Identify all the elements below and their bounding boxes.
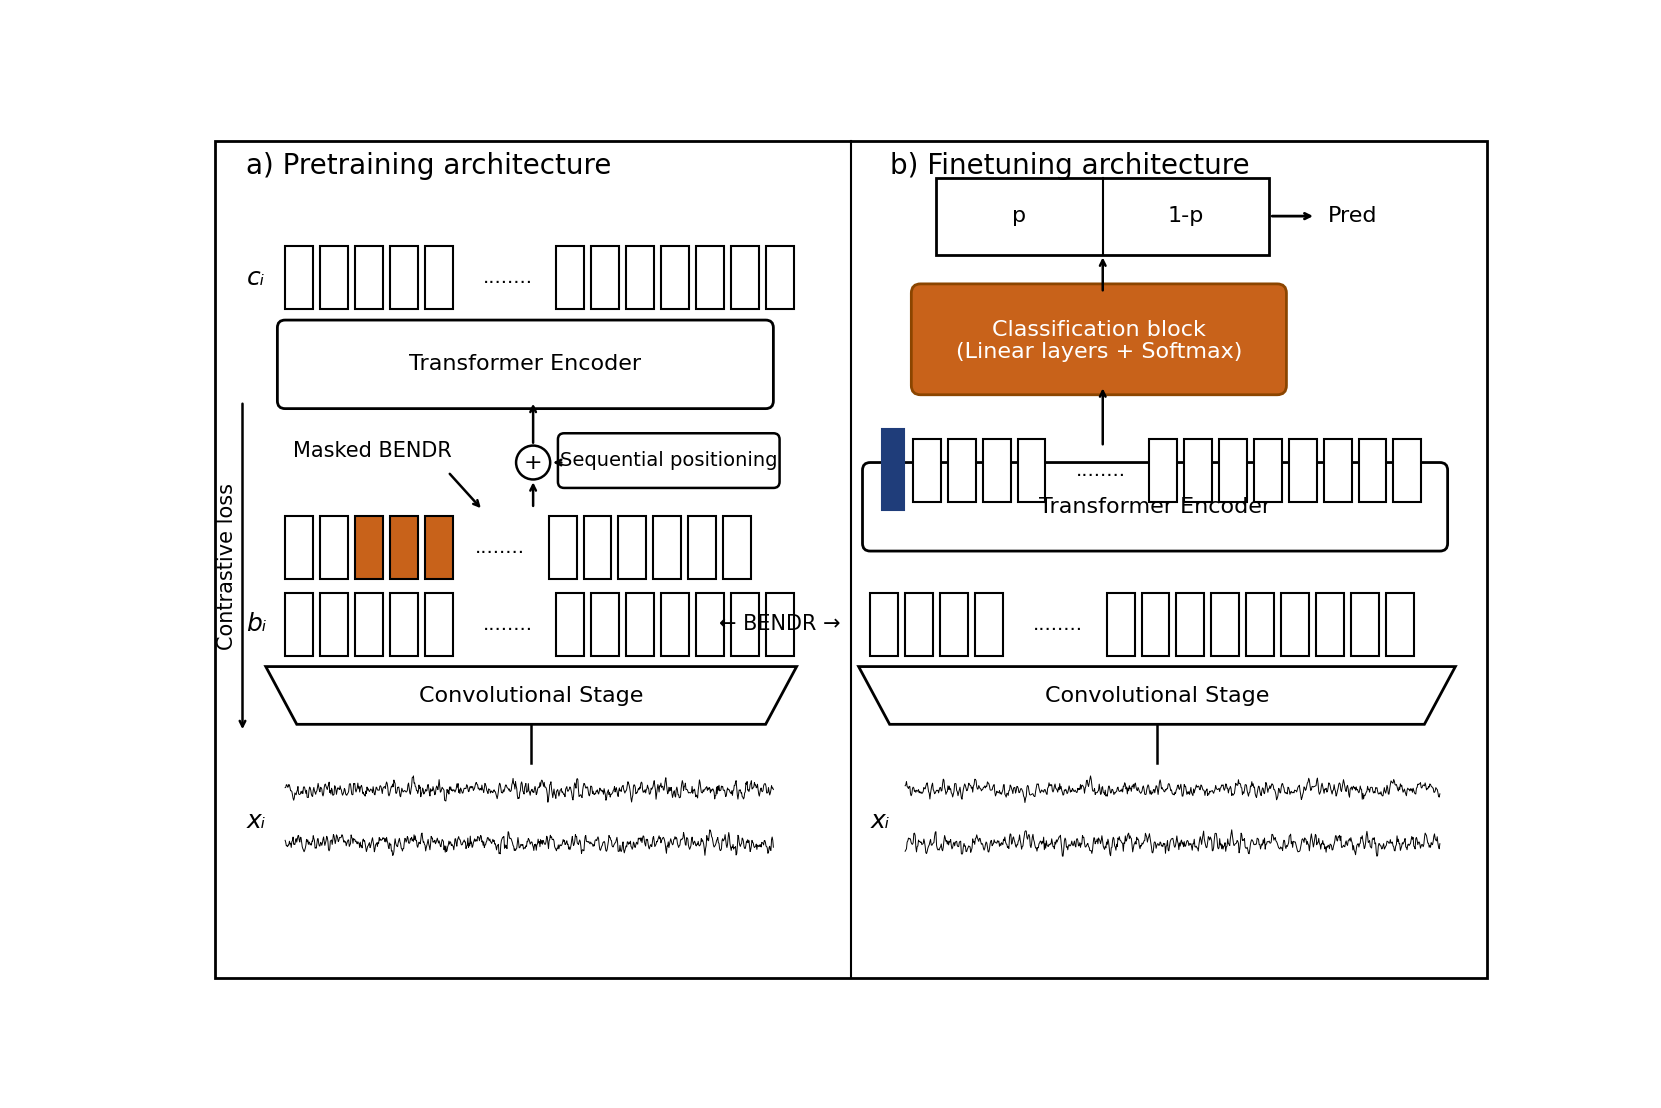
FancyBboxPatch shape xyxy=(905,593,933,656)
Text: xᵢ: xᵢ xyxy=(870,809,890,832)
FancyBboxPatch shape xyxy=(286,593,312,656)
FancyBboxPatch shape xyxy=(661,593,689,656)
FancyBboxPatch shape xyxy=(882,430,904,511)
FancyBboxPatch shape xyxy=(696,593,724,656)
FancyBboxPatch shape xyxy=(983,439,1010,502)
FancyBboxPatch shape xyxy=(1394,439,1422,502)
FancyBboxPatch shape xyxy=(975,593,1003,656)
FancyBboxPatch shape xyxy=(731,593,759,656)
Text: a) Pretraining architecture: a) Pretraining architecture xyxy=(246,152,611,181)
FancyBboxPatch shape xyxy=(591,593,620,656)
FancyBboxPatch shape xyxy=(321,515,347,578)
FancyBboxPatch shape xyxy=(1018,439,1045,502)
Text: xᵢ: xᵢ xyxy=(246,809,266,832)
FancyBboxPatch shape xyxy=(216,141,1487,978)
Circle shape xyxy=(517,445,550,480)
FancyBboxPatch shape xyxy=(425,246,452,309)
FancyBboxPatch shape xyxy=(1141,593,1169,656)
FancyBboxPatch shape xyxy=(425,593,452,656)
FancyBboxPatch shape xyxy=(948,439,975,502)
FancyBboxPatch shape xyxy=(1324,439,1352,502)
FancyBboxPatch shape xyxy=(390,593,417,656)
FancyBboxPatch shape xyxy=(321,246,347,309)
Text: ........: ........ xyxy=(1076,461,1126,480)
FancyBboxPatch shape xyxy=(1211,593,1239,656)
Text: cᵢ: cᵢ xyxy=(246,266,264,289)
Text: Transformer Encoder: Transformer Encoder xyxy=(1040,496,1271,516)
FancyBboxPatch shape xyxy=(425,515,452,578)
Text: Sequential positioning: Sequential positioning xyxy=(560,451,777,470)
FancyBboxPatch shape xyxy=(548,515,576,578)
FancyBboxPatch shape xyxy=(688,515,716,578)
FancyBboxPatch shape xyxy=(661,246,689,309)
Text: bᵢ: bᵢ xyxy=(246,613,267,636)
FancyBboxPatch shape xyxy=(1106,593,1134,656)
FancyBboxPatch shape xyxy=(558,433,779,488)
FancyBboxPatch shape xyxy=(870,593,899,656)
FancyBboxPatch shape xyxy=(355,246,382,309)
FancyBboxPatch shape xyxy=(1289,439,1317,502)
Text: Masked BENDR: Masked BENDR xyxy=(292,441,452,461)
FancyBboxPatch shape xyxy=(1385,593,1414,656)
Text: Transformer Encoder: Transformer Encoder xyxy=(409,355,641,375)
FancyBboxPatch shape xyxy=(277,320,774,409)
FancyBboxPatch shape xyxy=(556,593,585,656)
Text: ........: ........ xyxy=(1033,615,1083,634)
FancyBboxPatch shape xyxy=(591,246,620,309)
FancyBboxPatch shape xyxy=(1149,439,1178,502)
FancyBboxPatch shape xyxy=(1246,593,1274,656)
FancyBboxPatch shape xyxy=(355,515,382,578)
Text: ........: ........ xyxy=(483,268,533,287)
FancyBboxPatch shape xyxy=(286,515,312,578)
FancyBboxPatch shape xyxy=(1254,439,1282,502)
FancyBboxPatch shape xyxy=(914,439,940,502)
FancyBboxPatch shape xyxy=(723,515,751,578)
FancyBboxPatch shape xyxy=(940,593,968,656)
FancyBboxPatch shape xyxy=(321,593,347,656)
Text: b) Finetuning architecture: b) Finetuning architecture xyxy=(890,152,1249,181)
FancyBboxPatch shape xyxy=(1184,439,1213,502)
Polygon shape xyxy=(266,667,797,725)
FancyBboxPatch shape xyxy=(766,593,794,656)
Text: Convolutional Stage: Convolutional Stage xyxy=(419,686,643,706)
Text: 1-p: 1-p xyxy=(1168,206,1204,226)
FancyBboxPatch shape xyxy=(583,515,611,578)
FancyBboxPatch shape xyxy=(618,515,646,578)
FancyBboxPatch shape xyxy=(1316,593,1344,656)
FancyBboxPatch shape xyxy=(626,593,654,656)
FancyBboxPatch shape xyxy=(862,462,1448,551)
FancyBboxPatch shape xyxy=(556,246,585,309)
Text: ← BENDR →: ← BENDR → xyxy=(719,614,840,634)
FancyBboxPatch shape xyxy=(1176,593,1204,656)
Text: Convolutional Stage: Convolutional Stage xyxy=(1045,686,1269,706)
FancyBboxPatch shape xyxy=(696,246,724,309)
FancyBboxPatch shape xyxy=(731,246,759,309)
Text: p: p xyxy=(1012,206,1026,226)
FancyBboxPatch shape xyxy=(912,284,1286,394)
FancyBboxPatch shape xyxy=(355,593,382,656)
FancyBboxPatch shape xyxy=(766,246,794,309)
FancyBboxPatch shape xyxy=(1359,439,1387,502)
Text: (Linear layers + Softmax): (Linear layers + Softmax) xyxy=(955,341,1242,361)
Text: Classification block: Classification block xyxy=(992,320,1206,340)
FancyBboxPatch shape xyxy=(1350,593,1379,656)
Text: Pred: Pred xyxy=(1327,206,1377,226)
FancyBboxPatch shape xyxy=(653,515,681,578)
FancyBboxPatch shape xyxy=(286,246,312,309)
FancyBboxPatch shape xyxy=(1219,439,1247,502)
FancyBboxPatch shape xyxy=(626,246,654,309)
FancyBboxPatch shape xyxy=(390,246,417,309)
FancyBboxPatch shape xyxy=(1281,593,1309,656)
Text: ........: ........ xyxy=(475,537,525,556)
Text: ........: ........ xyxy=(483,615,533,634)
Polygon shape xyxy=(859,667,1455,725)
Text: Contrastive loss: Contrastive loss xyxy=(218,483,238,650)
FancyBboxPatch shape xyxy=(937,177,1269,255)
Text: +: + xyxy=(523,452,543,472)
FancyBboxPatch shape xyxy=(390,515,417,578)
